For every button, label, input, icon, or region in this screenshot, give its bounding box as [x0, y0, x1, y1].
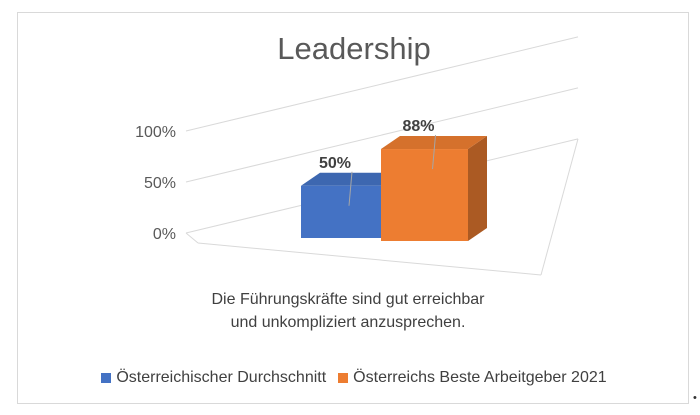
chart-legend: Österreichischer Durchschnitt Österreich…: [18, 366, 690, 390]
category-label-line-2: und unkompliziert anzusprechen.: [230, 314, 466, 331]
chart-plot: 0% 50% 100% 50% 88%: [135, 36, 579, 276]
floor-edge: [185, 232, 199, 244]
stray-mark: •: [693, 392, 697, 404]
data-label-leader-1: [432, 134, 436, 170]
data-label-1: 88%: [402, 118, 434, 135]
category-label-line-1: Die Führungskräfte sind gut erreichbar: [211, 291, 485, 308]
y-tick-label: 100%: [135, 124, 176, 141]
gridline: [185, 36, 579, 132]
bar-front-0: [301, 185, 381, 238]
legend-label-durchschnitt: Österreichischer Durchschnitt: [116, 369, 327, 386]
legend-swatch-beste-arbeitgeber: [338, 373, 349, 383]
gridline: [185, 87, 579, 183]
data-label-0: 50%: [319, 155, 351, 172]
data-label-leader-0: [348, 171, 353, 206]
legend-item-durchschnitt: Österreichischer Durchschnitt: [101, 369, 326, 387]
chart-frame: Leadership 0% 50% 100% 50% 88% Die Führungsk…: [17, 12, 689, 404]
bar-top-1: [381, 136, 487, 150]
bar-front-1: [381, 149, 468, 241]
legend-swatch-durchschnitt: [101, 373, 112, 383]
floor-front-edge: [197, 242, 542, 276]
floor-right-edge: [540, 138, 579, 276]
bar-side-1: [468, 136, 487, 241]
legend-label-beste-arbeitgeber: Österreichs Beste Arbeitgeber 2021: [353, 369, 607, 386]
y-tick-label: 0%: [153, 226, 176, 243]
y-tick-label: 50%: [144, 175, 176, 192]
chart-title: Leadership: [277, 31, 431, 66]
legend-item-beste-arbeitgeber: Österreichs Beste Arbeitgeber 2021: [338, 369, 607, 387]
category-label: Die Führungskräfte sind gut erreichbar u…: [178, 288, 518, 334]
bar-top-0: [301, 172, 400, 186]
